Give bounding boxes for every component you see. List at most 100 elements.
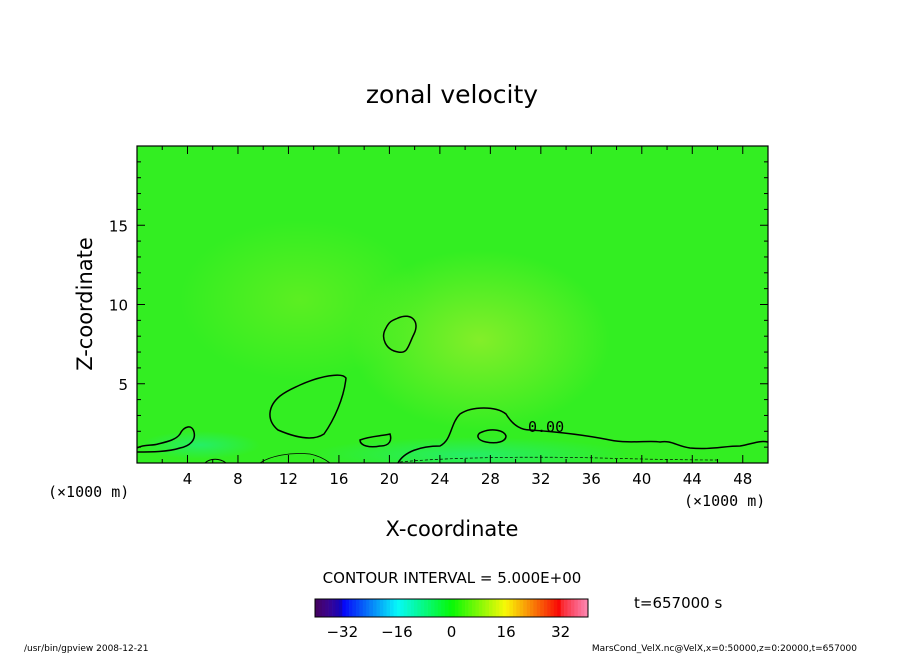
footer-left: /usr/bin/gpview 2008-12-21 — [24, 644, 148, 654]
colorbar-tick-label: −32 — [326, 623, 358, 641]
colorbar-cell — [478, 599, 483, 617]
time-label: t=657000 s — [634, 594, 722, 612]
colorbar-cell — [502, 599, 507, 617]
colorbar-cell — [441, 599, 445, 617]
x-tick-label: 4 — [183, 470, 193, 488]
colorbar-cell — [434, 599, 439, 617]
x-tick-label: 44 — [683, 470, 702, 488]
colorbar-cell — [366, 599, 370, 617]
contour-zero-line — [397, 407, 768, 463]
colorbar-cell — [523, 599, 527, 617]
colorbar-cell — [383, 599, 387, 617]
colorbar-cell — [536, 599, 541, 617]
colorbar-cell — [492, 599, 497, 617]
colorbar-cell — [475, 599, 480, 617]
colorbar — [315, 599, 589, 617]
y-tick-label: 15 — [109, 217, 128, 235]
colorbar-cell — [519, 599, 524, 617]
contour-bottom-left — [204, 458, 227, 463]
colorbar-cell — [410, 599, 415, 617]
colorbar-cell — [471, 599, 476, 617]
colorbar-cell — [315, 599, 319, 617]
footer-right: MarsCond_VelX.nc@VelX,x=0:50000,z=0:2000… — [592, 644, 857, 654]
x-tick-label: 28 — [481, 470, 500, 488]
colorbar-cell — [570, 599, 575, 617]
colorbar-cell — [318, 599, 323, 617]
x-axis-ticks: 4 8 12 16 20 24 28 32 36 40 44 48 — [161, 146, 752, 488]
colorbar-cell — [321, 599, 326, 617]
colorbar-tick-label: −16 — [381, 623, 413, 641]
colorbar-cell — [403, 599, 408, 617]
colorbar-tick-label: 16 — [497, 623, 516, 641]
colorbar-cell — [352, 599, 357, 617]
colorbar-cell — [437, 599, 442, 617]
contour-center-blob — [359, 433, 392, 448]
colorbar-cell — [396, 599, 401, 617]
colorbar-cell — [485, 599, 490, 617]
colorbar-cell — [533, 599, 538, 617]
colorbar-cell — [543, 599, 548, 617]
colorbar-cell — [424, 599, 428, 617]
colorbar-cell — [564, 599, 568, 617]
y-axis-ticks: 5 10 15 — [109, 161, 768, 448]
colorbar-cell — [444, 599, 449, 617]
x-tick-label: 40 — [632, 470, 651, 488]
x-unit-left: (×1000 m) — [48, 483, 129, 501]
contour-upper-blob — [382, 315, 417, 354]
colorbar-cell — [506, 599, 510, 617]
colorbar-cell — [338, 599, 343, 617]
colorbar-cell — [553, 599, 558, 617]
colorbar-cell — [458, 599, 463, 617]
colorbar-cell — [373, 599, 377, 617]
contour-middle-blob — [269, 374, 347, 439]
colorbar-cell — [581, 599, 585, 617]
colorbar-cell — [332, 599, 336, 617]
contour-left-blob — [137, 426, 196, 453]
contour-interval-label: CONTOUR INTERVAL = 5.000E+00 — [323, 569, 582, 587]
colorbar-cell — [349, 599, 353, 617]
colorbar-cell — [495, 599, 500, 617]
x-tick-label: 8 — [233, 470, 243, 488]
colorbar-cell — [386, 599, 391, 617]
colorbar-cell — [362, 599, 367, 617]
colorbar-cell — [468, 599, 473, 617]
colorbar-cell — [529, 599, 534, 617]
colorbar-cell — [359, 599, 364, 617]
x-tick-label: 24 — [430, 470, 449, 488]
colorbar-cell — [454, 599, 459, 617]
colorbar-cell — [345, 599, 350, 617]
colorbar-cell — [407, 599, 411, 617]
colorbar-cell — [376, 599, 381, 617]
colorbar-cell — [335, 599, 340, 617]
x-tick-label: 16 — [329, 470, 348, 488]
colorbar-cell — [451, 599, 456, 617]
colorbar-cell — [567, 599, 572, 617]
colorbar-cell — [512, 599, 517, 617]
colorbar-cell — [560, 599, 565, 617]
colorbar-cell — [557, 599, 561, 617]
colorbar-cell — [379, 599, 384, 617]
colorbar-cell — [400, 599, 405, 617]
colorbar-cell — [393, 599, 398, 617]
colorbar-cell — [328, 599, 333, 617]
colorbar-cell — [550, 599, 555, 617]
colorbar-cell — [420, 599, 425, 617]
contour-label: 0.00 — [528, 418, 564, 436]
contour-small-blob — [477, 429, 507, 444]
colorbar-cell — [547, 599, 551, 617]
colorbar-cell — [431, 599, 435, 617]
colorbar-frame — [314, 598, 589, 618]
colorbar-cell — [516, 599, 521, 617]
field-cool-region — [310, 437, 630, 463]
chart-title: zonal velocity — [366, 80, 538, 109]
colorbar-cell — [584, 599, 589, 617]
colorbar-cell — [342, 599, 347, 617]
x-tick-label: 32 — [531, 470, 550, 488]
x-tick-label: 20 — [380, 470, 399, 488]
colorbar-tick-label: 0 — [447, 623, 457, 641]
heatmap-field — [137, 146, 768, 463]
colorbar-cell — [427, 599, 432, 617]
x-tick-label: 12 — [279, 470, 298, 488]
y-tick-label: 10 — [109, 297, 128, 315]
